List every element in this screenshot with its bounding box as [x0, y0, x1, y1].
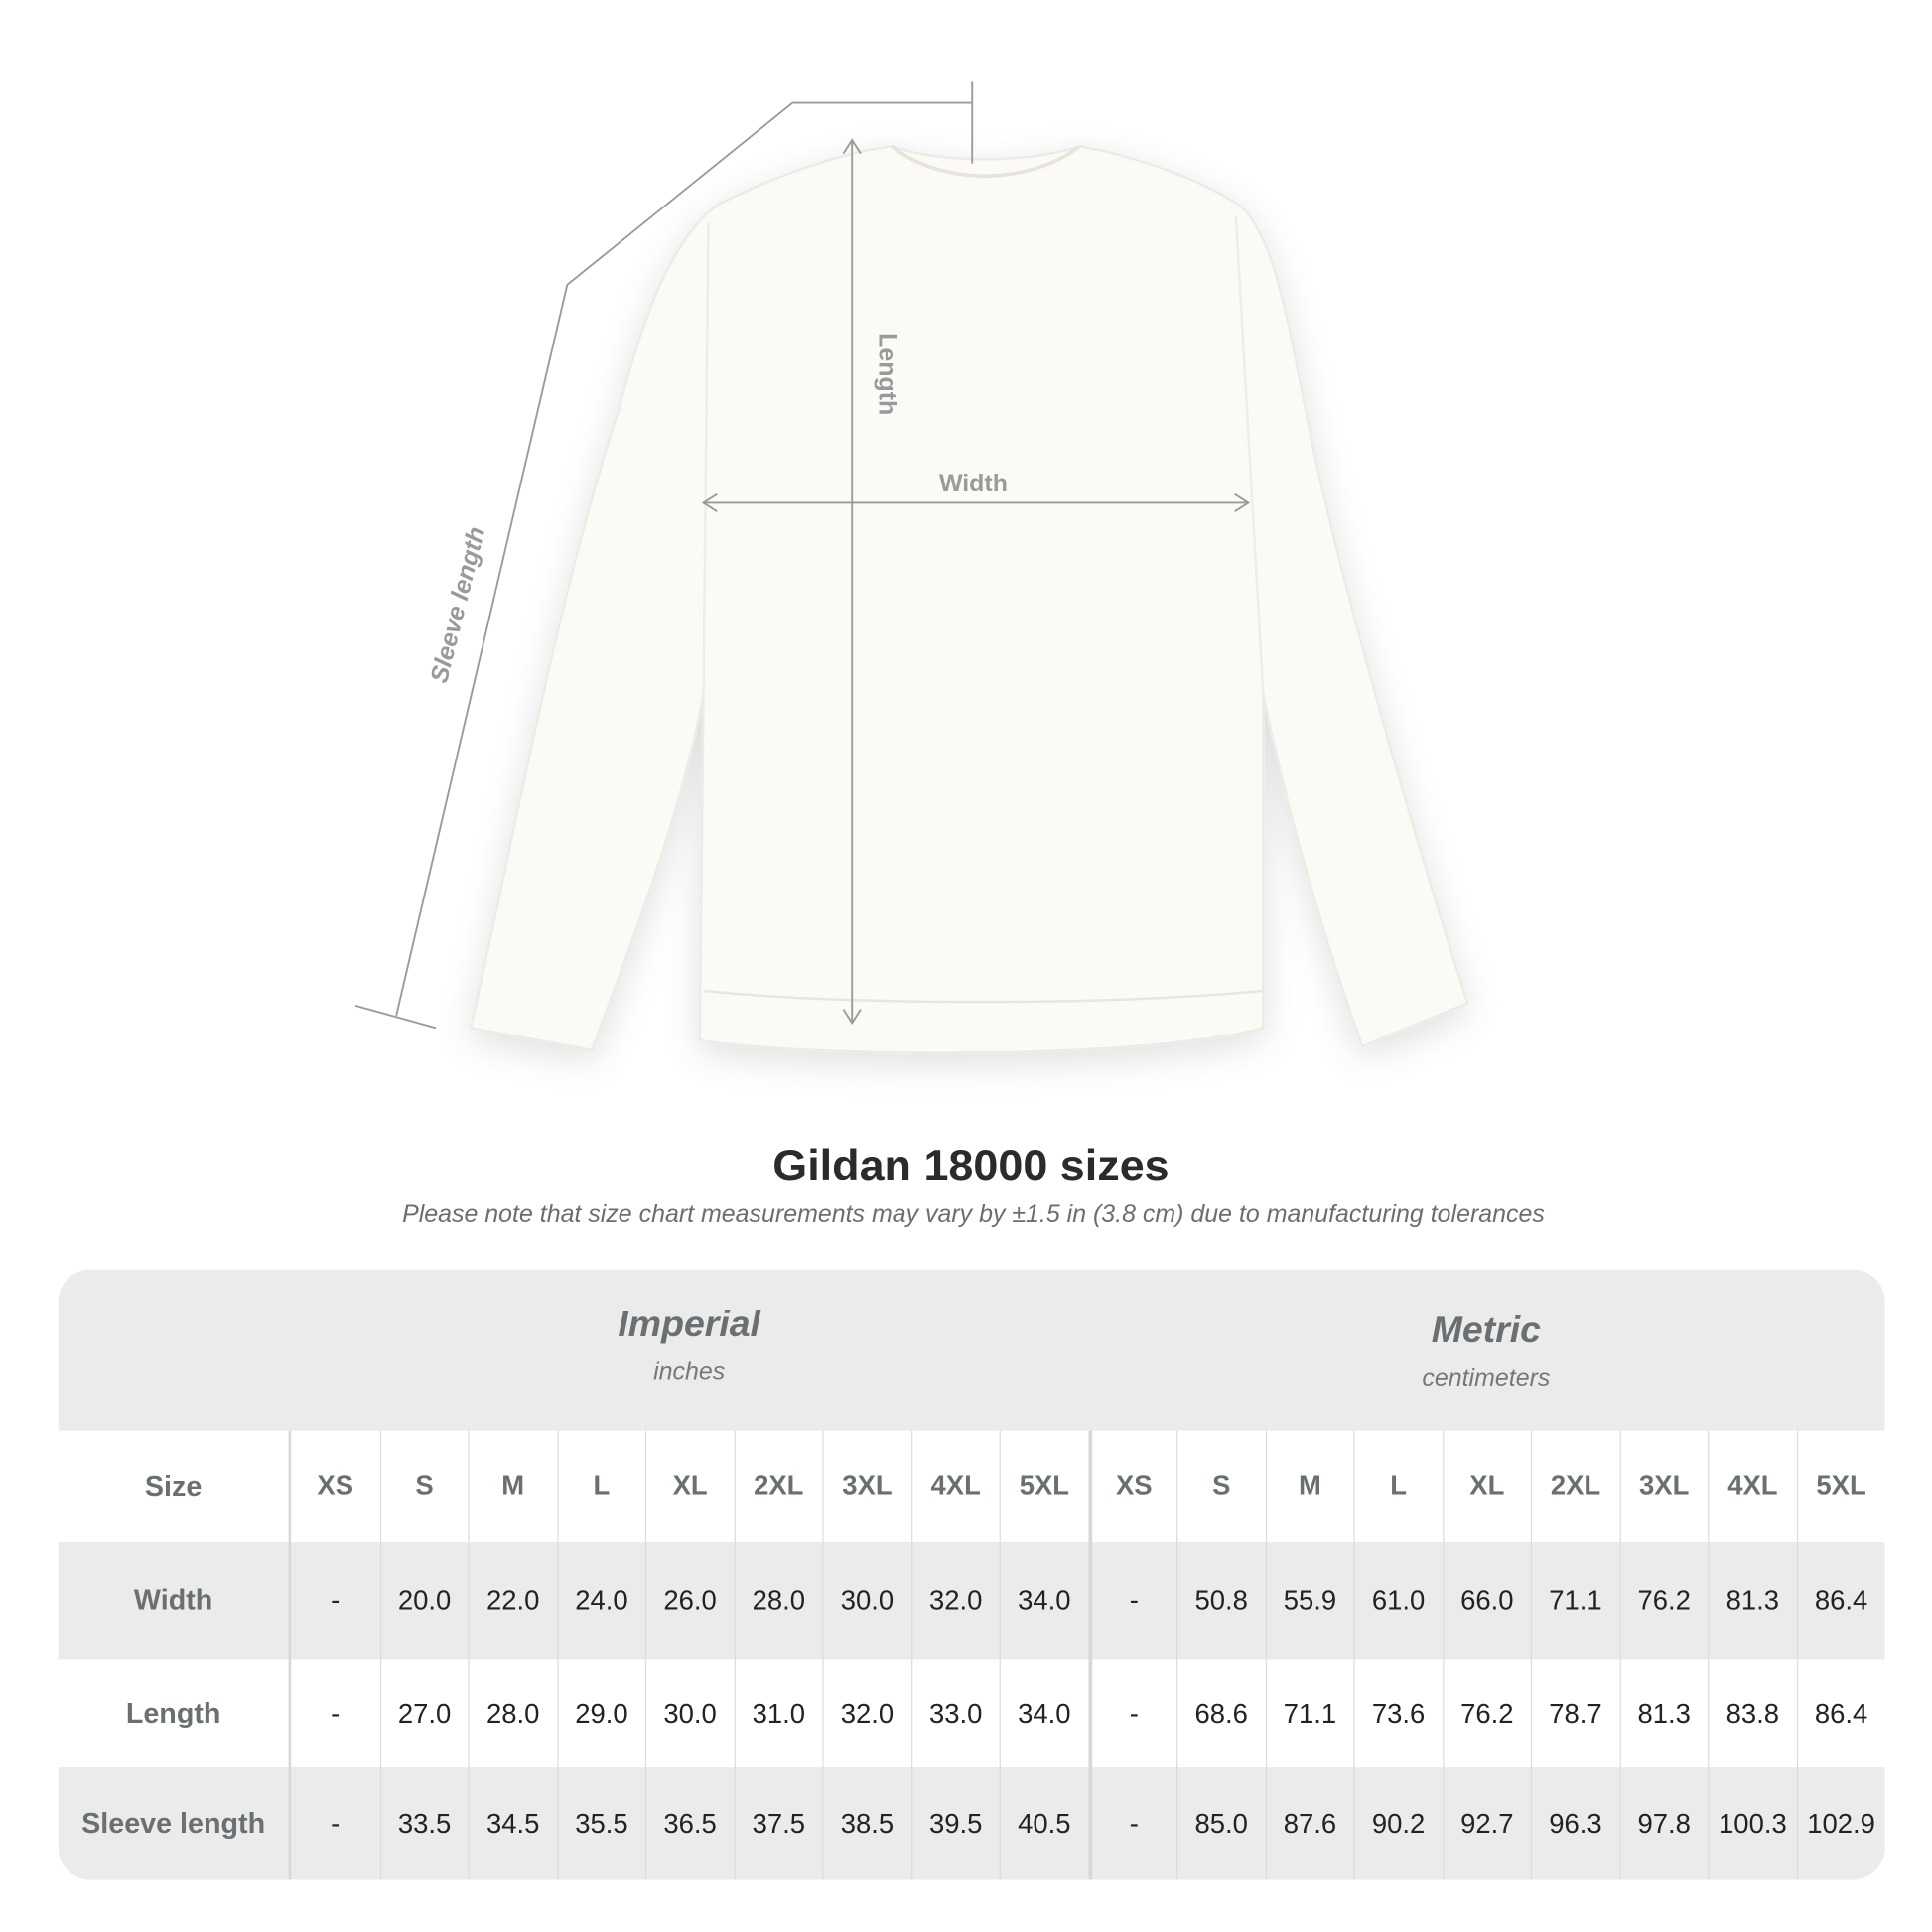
table-row-length: Length -27.0 28.0 29.0 30.0 31.0 32.0 33.0 34.0-… — [59, 1659, 1885, 1768]
table-cell: 29.0 — [556, 1659, 645, 1768]
table-cell: - — [1087, 1659, 1176, 1768]
sweatshirt-diagram: Length Width Sleeve length — [354, 81, 1469, 1054]
size-header-cell: 3XL — [1618, 1430, 1708, 1543]
table-cell: 81.3 — [1708, 1542, 1796, 1660]
metric-header: Metric centimeters — [1087, 1311, 1884, 1394]
table-cell: 40.5 — [999, 1767, 1088, 1880]
table-cell: 92.7 — [1442, 1767, 1531, 1880]
imperial-header: Imperial inches — [291, 1305, 1087, 1388]
table-cell: 76.2 — [1618, 1542, 1708, 1660]
table-cell: 32.0 — [910, 1542, 999, 1660]
table-cell: 24.0 — [556, 1542, 645, 1660]
size-header-cell: 2XL — [1530, 1430, 1619, 1543]
table-cell: 34.0 — [999, 1542, 1088, 1660]
row-label: Length — [59, 1659, 292, 1768]
table-cell: 33.0 — [910, 1659, 999, 1768]
table-cell: 28.0 — [734, 1542, 822, 1660]
table-cell: 78.7 — [1530, 1659, 1619, 1768]
table-cell: 36.5 — [644, 1767, 734, 1880]
table-cell: 97.8 — [1618, 1767, 1708, 1880]
table-cell: 31.0 — [734, 1659, 822, 1768]
imperial-title: Imperial — [618, 1304, 760, 1345]
table-cell: 34.0 — [999, 1659, 1088, 1768]
size-header-cell: 3XL — [822, 1430, 910, 1543]
table-row-width: Width -20.0 22.0 24.0 26.0 28.0 30.0 32.0 34.0-5… — [58, 1542, 1885, 1660]
table-cell: 100.3 — [1708, 1767, 1796, 1880]
table-cell: 26.0 — [644, 1542, 734, 1660]
table-cell: 96.3 — [1530, 1767, 1619, 1880]
table-cell: 30.0 — [822, 1542, 910, 1660]
measurement-lines — [354, 81, 1251, 1030]
size-header-cell: XL — [644, 1430, 734, 1543]
table-cell: 33.5 — [379, 1767, 468, 1880]
table-cell: 50.8 — [1176, 1542, 1265, 1660]
table-cell: 66.0 — [1442, 1542, 1531, 1660]
size-header-cell: XS — [1087, 1430, 1176, 1543]
table-cell: 34.5 — [468, 1767, 557, 1880]
size-header-cell: L — [556, 1430, 645, 1543]
table-cell: 73.6 — [1353, 1659, 1442, 1768]
size-header-cell: 5XL — [1796, 1430, 1884, 1543]
size-header-cell: M — [1265, 1430, 1353, 1543]
table-cell: 22.0 — [468, 1542, 557, 1660]
table-cell: 30.0 — [644, 1659, 734, 1768]
unit-header: Imperial inches Metric centimeters — [58, 1269, 1885, 1431]
size-header-cell: L — [1353, 1430, 1442, 1543]
table-cell: 86.4 — [1796, 1659, 1884, 1768]
size-header-cell: S — [1176, 1430, 1265, 1543]
size-header-cell: 4XL — [910, 1430, 999, 1543]
sweatshirt-image — [469, 144, 1469, 1054]
table-row-sleeve-length: Sleeve length - 33.5 34.5 35.5 36.5 37.5 38.5 39… — [58, 1767, 1885, 1880]
table-cell: 38.5 — [822, 1767, 910, 1880]
chart-title: Gildan 18000 sizes — [772, 1139, 1170, 1190]
size-header-cell: S — [379, 1430, 468, 1543]
metric-title: Metric — [1431, 1310, 1541, 1351]
table-cell: 86.4 — [1796, 1542, 1884, 1660]
table-cell: - — [1087, 1542, 1176, 1660]
table-cell: 61.0 — [1353, 1542, 1442, 1660]
table-cell: 39.5 — [910, 1767, 999, 1880]
table-cell: 37.5 — [734, 1767, 822, 1880]
table-cell: 55.9 — [1265, 1542, 1353, 1660]
table-cell: - — [331, 1585, 341, 1616]
size-header-cell: 2XL — [734, 1430, 822, 1543]
row-label: Sleeve length — [59, 1767, 292, 1880]
table-cell: 68.6 — [1176, 1659, 1265, 1768]
row-label: Size — [59, 1430, 292, 1543]
table-cell: 81.3 — [1618, 1659, 1708, 1768]
size-header-cell: 5XL — [999, 1430, 1088, 1543]
table-cell: 27.0 — [379, 1659, 468, 1768]
table-cell: 76.2 — [1442, 1659, 1531, 1768]
table-cell: 20.0 — [379, 1542, 468, 1660]
size-header-cell: XL — [1442, 1430, 1531, 1543]
sleeve-length-line — [395, 101, 973, 1017]
imperial-unit: inches — [653, 1358, 726, 1386]
table-cell: - — [331, 1807, 341, 1839]
table-row-size: Size XS S M L XL 2XL 3XL 4XL 5XL XS S M L XL 2XL 3XL 4XL 5… — [59, 1430, 1885, 1543]
table-cell: 71.1 — [1530, 1542, 1619, 1660]
tolerance-note: Please note that size chart measurements… — [402, 1200, 1545, 1229]
table-cell: 28.0 — [468, 1659, 557, 1768]
size-header-cell: 4XL — [1708, 1430, 1796, 1543]
table-cell: 83.8 — [1708, 1659, 1796, 1768]
metric-unit: centimeters — [1422, 1364, 1551, 1393]
table-cell: - — [1087, 1767, 1176, 1880]
table-cell: 102.9 — [1796, 1767, 1884, 1880]
table-cell: 87.6 — [1265, 1767, 1353, 1880]
size-header-cell: XS — [317, 1469, 354, 1501]
width-label: Width — [939, 470, 1008, 497]
size-header-cell: M — [468, 1430, 557, 1543]
length-label: Length — [874, 333, 901, 415]
table-cell: - — [331, 1697, 341, 1728]
sleeve-bottom-tick — [354, 1004, 437, 1030]
size-table: Imperial inches Metric centimeters Size X… — [58, 1269, 1885, 1880]
table-cell: 85.0 — [1176, 1767, 1265, 1880]
sleeve-length-label: Sleeve length — [425, 524, 490, 686]
row-label: Width — [59, 1542, 292, 1660]
table-cell: 32.0 — [822, 1659, 910, 1768]
table-cell: 90.2 — [1353, 1767, 1442, 1880]
table-cell: 35.5 — [556, 1767, 645, 1880]
table-cell: 71.1 — [1265, 1659, 1353, 1768]
